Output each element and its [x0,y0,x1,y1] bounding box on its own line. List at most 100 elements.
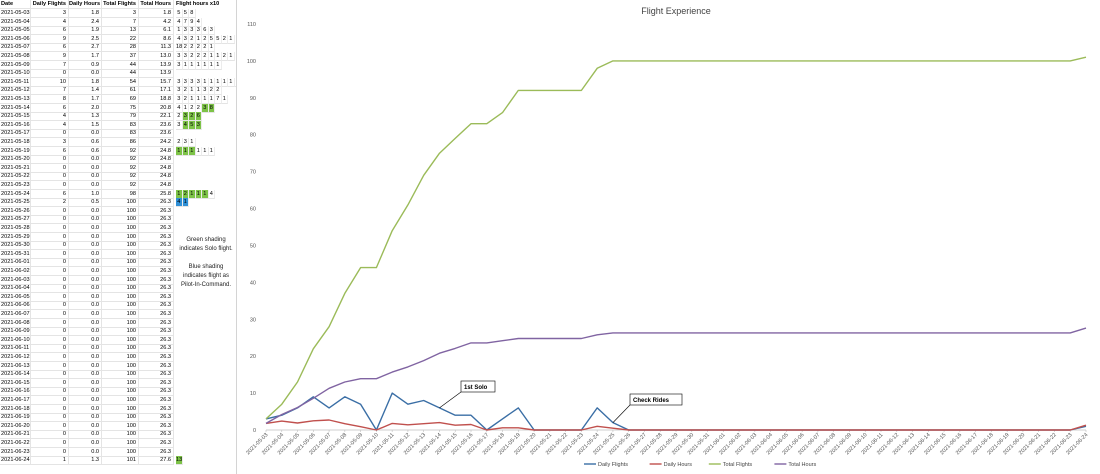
cell-hours[interactable]: 0.6 [69,138,102,147]
cell-date[interactable]: 2021-05-27 [0,215,31,225]
hours-cell[interactable]: 1 [228,77,235,87]
cell-total-flights[interactable]: 3 [102,9,139,18]
cell-total-flights[interactable]: 100 [102,301,139,311]
cell-date[interactable]: 2021-05-20 [0,155,31,165]
cell-flights[interactable]: 0 [31,206,69,216]
cell-total-hours[interactable]: 26.3 [139,327,174,337]
cell-total-hours[interactable]: 26.3 [139,267,174,276]
cell-date[interactable]: 2021-05-22 [0,172,31,182]
cell-flights[interactable]: 2 [31,198,69,208]
hours-cell[interactable]: 5 [182,9,189,18]
cell-hours[interactable]: 0.0 [69,163,102,173]
cell-total-hours[interactable]: 24.8 [139,163,174,173]
cell-flights[interactable]: 9 [31,52,69,61]
cell-flights[interactable]: 0 [31,181,69,190]
cell-total-hours[interactable]: 24.8 [139,155,174,165]
cell-date[interactable]: 2021-05-13 [0,95,31,104]
hours-cell[interactable]: 2 [182,86,189,96]
cell-hours[interactable]: 0.0 [69,404,102,414]
cell-total-flights[interactable]: 100 [102,318,139,328]
cell-total-hours[interactable]: 26.3 [139,447,174,457]
cell-flights[interactable]: 0 [31,335,69,345]
hours-cell[interactable]: 1 [195,146,202,156]
cell-date[interactable]: 2021-05-30 [0,241,31,251]
cell-hours[interactable]: 1.3 [69,456,102,466]
cell-flights[interactable]: 0 [31,396,69,405]
cell-flights[interactable]: 6 [31,43,69,53]
cell-date[interactable]: 2021-05-05 [0,26,31,36]
cell-date[interactable]: 2021-06-22 [0,439,31,448]
cell-total-hours[interactable]: 23.6 [139,129,174,139]
cell-hours[interactable]: 0.0 [69,413,102,423]
hours-cell[interactable]: 1 [215,52,222,61]
cell-hours[interactable]: 0.6 [69,146,102,156]
cell-date[interactable]: 2021-06-24 [0,456,31,466]
cell-flights[interactable]: 0 [31,353,69,362]
cell-hours[interactable]: 0.0 [69,267,102,276]
cell-date[interactable]: 2021-05-06 [0,34,31,44]
cell-total-hours[interactable]: 24.2 [139,138,174,147]
cell-total-flights[interactable]: 100 [102,232,139,242]
cell-flights[interactable]: 0 [31,224,69,233]
cell-date[interactable]: 2021-06-03 [0,275,31,285]
cell-total-hours[interactable]: 27.6 [139,456,174,466]
hours-cell[interactable]: 3 [182,34,189,44]
cell-flights[interactable]: 7 [31,60,69,70]
hours-cell[interactable]: 3 [182,112,189,122]
cell-date[interactable]: 2021-05-15 [0,112,31,122]
cell-total-hours[interactable]: 26.3 [139,378,174,388]
cell-total-flights[interactable]: 100 [102,404,139,414]
hours-cell[interactable]: 1 [195,34,202,44]
cell-total-hours[interactable]: 26.3 [139,249,174,259]
cell-flights[interactable]: 6 [31,103,69,113]
cell-total-hours[interactable]: 26.3 [139,232,174,242]
cell-total-hours[interactable]: 24.8 [139,172,174,182]
hours-cell[interactable]: 3 [176,120,183,130]
hours-cell[interactable]: 1 [202,77,209,87]
hours-cell[interactable]: 2 [189,103,196,113]
hours-cell[interactable]: 1 [208,60,215,70]
cell-date[interactable]: 2021-06-19 [0,413,31,423]
header-flight-hours[interactable]: Flight hours x10 [176,1,220,7]
cell-flights[interactable]: 0 [31,155,69,165]
cell-total-hours[interactable]: 13.0 [139,52,174,61]
cell-hours[interactable]: 2.5 [69,34,102,44]
cell-hours[interactable]: 0.0 [69,361,102,371]
cell-date[interactable]: 2021-06-08 [0,318,31,328]
cell-date[interactable]: 2021-05-16 [0,120,31,130]
cell-total-flights[interactable]: 100 [102,249,139,259]
cell-date[interactable]: 2021-05-25 [0,198,31,208]
hours-cell[interactable]: 3 [176,77,183,87]
hours-cell[interactable]: 4 [208,189,215,199]
hours-cell[interactable]: 3 [189,26,196,36]
cell-total-flights[interactable]: 100 [102,387,139,397]
cell-date[interactable]: 2021-06-06 [0,301,31,311]
cell-date[interactable]: 2021-06-21 [0,430,31,440]
hours-cell[interactable]: 2 [176,112,183,122]
cell-total-hours[interactable]: 26.3 [139,404,174,414]
cell-total-flights[interactable]: 100 [102,198,139,208]
cell-date[interactable]: 2021-05-26 [0,206,31,216]
cell-total-hours[interactable]: 26.3 [139,215,174,225]
cell-flights[interactable]: 6 [31,146,69,156]
hours-cell[interactable]: 3 [176,86,183,96]
cell-total-hours[interactable]: 26.3 [139,370,174,380]
cell-total-hours[interactable]: 26.3 [139,430,174,440]
cell-hours[interactable]: 1.8 [69,77,102,87]
hours-cell[interactable]: 1 [215,60,222,70]
cell-total-flights[interactable]: 92 [102,146,139,156]
hours-cell[interactable]: 2 [189,43,196,53]
hours-cell[interactable]: 1 [182,146,189,156]
cell-total-flights[interactable]: 61 [102,86,139,96]
cell-total-hours[interactable]: 26.3 [139,198,174,208]
cell-hours[interactable]: 0.0 [69,335,102,345]
cell-hours[interactable]: 0.0 [69,241,102,251]
cell-total-flights[interactable]: 101 [102,456,139,466]
cell-date[interactable]: 2021-05-12 [0,86,31,96]
hours-cell[interactable]: 8 [208,103,215,113]
cell-flights[interactable]: 3 [31,138,69,147]
cell-hours[interactable]: 0.0 [69,69,102,79]
cell-total-hours[interactable]: 26.3 [139,292,174,302]
cell-hours[interactable]: 1.0 [69,189,102,199]
cell-hours[interactable]: 0.0 [69,181,102,190]
